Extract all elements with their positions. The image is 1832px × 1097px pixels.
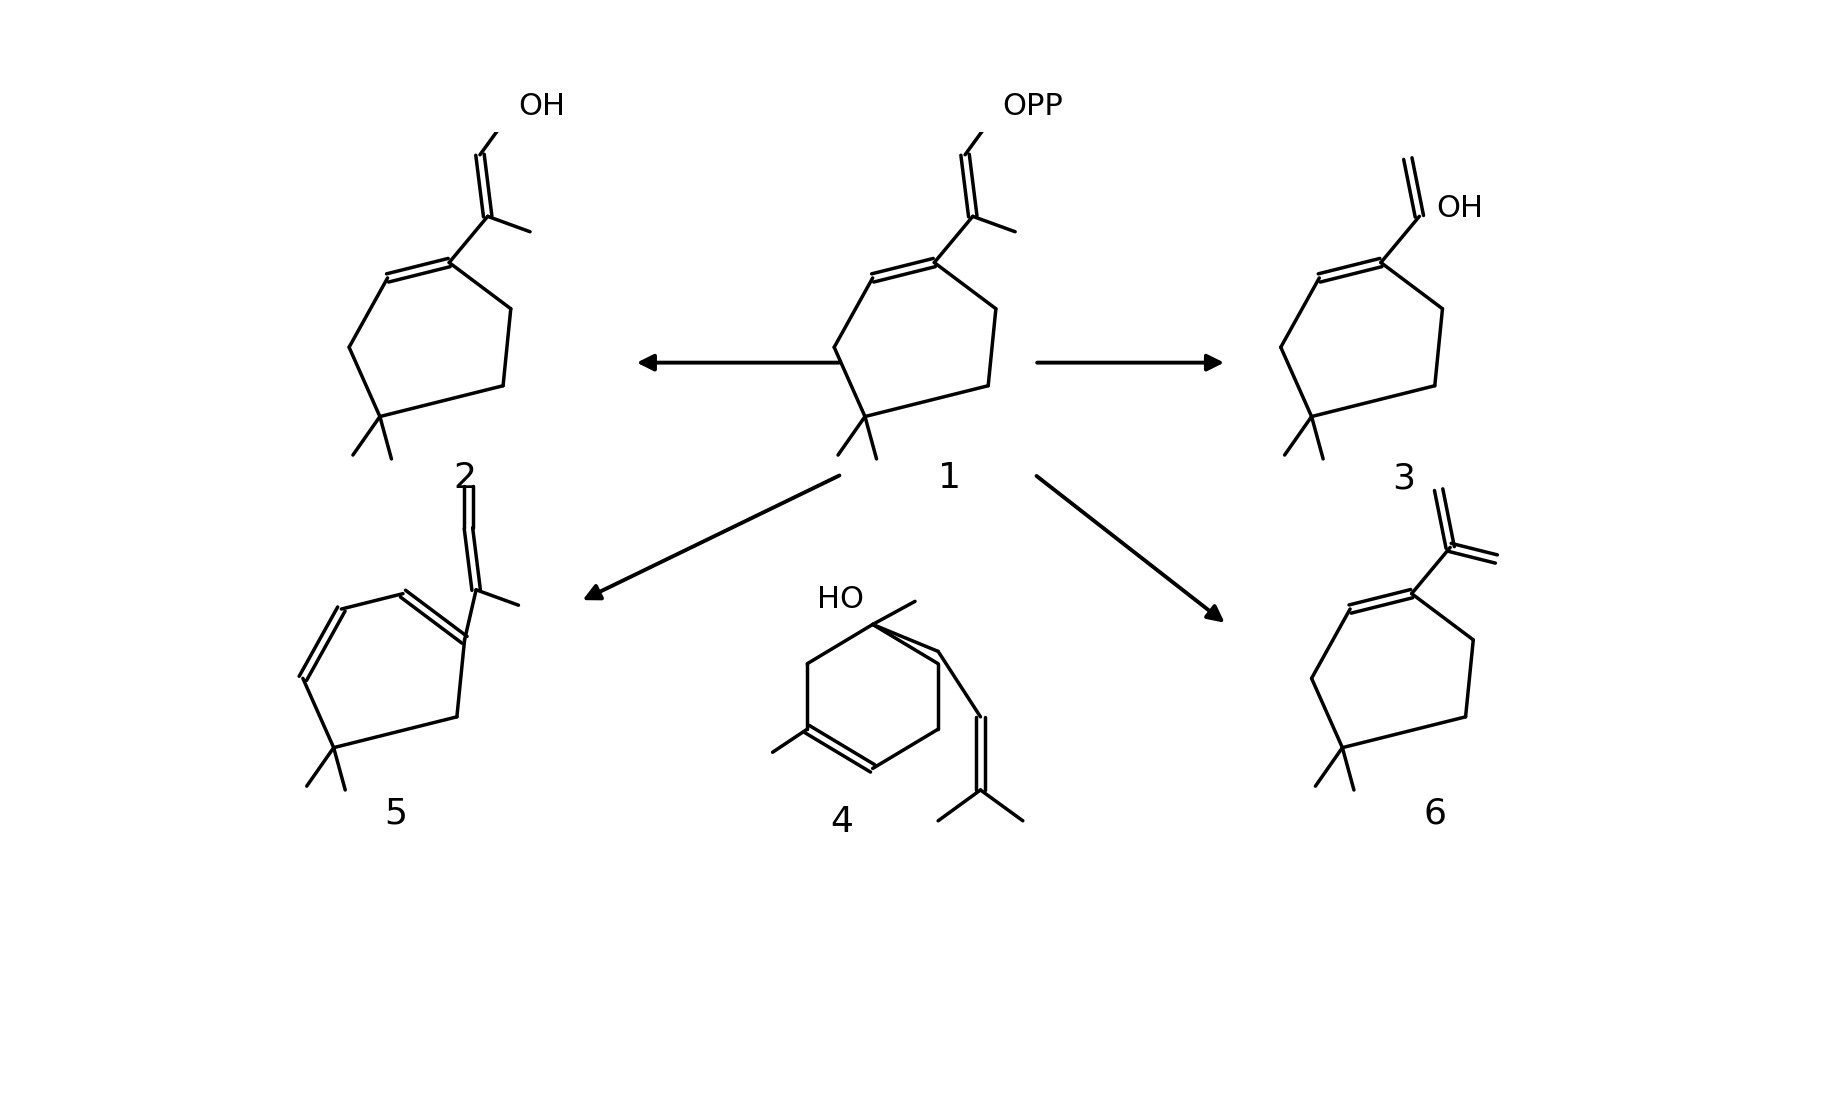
Text: 3: 3 <box>1392 461 1416 495</box>
Text: 1: 1 <box>938 461 962 495</box>
Text: 6: 6 <box>1423 796 1445 830</box>
Text: 2: 2 <box>453 461 476 495</box>
Text: OPP: OPP <box>1002 92 1063 121</box>
Text: OH: OH <box>518 92 564 121</box>
Text: HO: HO <box>817 586 865 614</box>
Text: 5: 5 <box>383 796 407 830</box>
Text: 4: 4 <box>830 805 854 839</box>
Text: OH: OH <box>1436 194 1482 223</box>
